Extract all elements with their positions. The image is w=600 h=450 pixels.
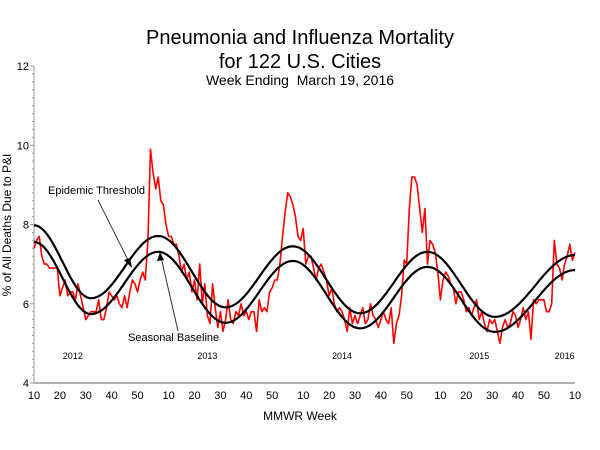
baseline-annotation: Seasonal Baseline <box>128 332 219 344</box>
y-tick-label: 10 <box>17 140 29 152</box>
year-label: 2016 <box>555 351 575 361</box>
y-tick-label: 6 <box>23 299 29 311</box>
threshold-arrow <box>97 199 131 265</box>
chart-title-line2: for 122 U.S. Cities <box>219 51 381 73</box>
y-tick-label: 12 <box>17 61 29 73</box>
x-tick-label: 50 <box>266 390 278 402</box>
y-axis-label: % of All Deaths Due to P&I <box>0 154 14 297</box>
x-tick-label: 40 <box>106 390 118 402</box>
series-lines <box>33 148 576 345</box>
x-tick-label: 30 <box>486 390 498 402</box>
year-label: 2014 <box>332 351 352 361</box>
x-tick-label: 20 <box>460 390 472 402</box>
y-tick-label: 8 <box>23 220 29 232</box>
x-tick-label: 10 <box>162 390 174 402</box>
baseline-arrow <box>160 256 179 332</box>
seasonal-baseline-line <box>33 240 575 334</box>
year-label: 2013 <box>197 351 217 361</box>
x-tick-label: 50 <box>401 390 413 402</box>
x-tick-label: 10 <box>569 390 581 402</box>
baseline-arrowhead <box>157 252 164 261</box>
x-tick-label: 20 <box>54 390 66 402</box>
x-axis-label: MMWR Week <box>263 409 338 423</box>
x-tick-label: 20 <box>323 390 335 402</box>
x-tick-label: 10 <box>297 390 309 402</box>
x-tick-label: 40 <box>240 390 252 402</box>
x-tick-label: 10 <box>28 390 40 402</box>
x-tick-label: 10 <box>434 390 446 402</box>
threshold-annotation: Epidemic Threshold <box>48 185 145 197</box>
x-tick-label: 50 <box>131 390 143 402</box>
threshold-arrowhead <box>124 258 132 268</box>
x-tick-label: 30 <box>214 390 226 402</box>
annotations: Epidemic Threshold Seasonal Baseline <box>48 185 219 344</box>
x-tick-label: 30 <box>349 390 361 402</box>
x-tick-label: 30 <box>80 390 92 402</box>
chart-title: Pneumonia and Influenza Mortality <box>146 27 454 49</box>
x-tick-label: 40 <box>512 390 524 402</box>
x-tick-label: 50 <box>538 390 550 402</box>
x-tick-label: 20 <box>188 390 200 402</box>
pi-mortality-line <box>33 148 576 345</box>
epidemic-threshold-line <box>33 224 576 318</box>
x-tick-label: 40 <box>375 390 387 402</box>
year-label: 2015 <box>469 351 489 361</box>
year-label: 2012 <box>63 351 83 361</box>
y-tick-label: 4 <box>23 378 29 390</box>
axes: 4 6 8 10 12 10 20 30 40 50 2012 10 20 30 40 50 2013 10 20 3… <box>17 61 581 402</box>
chart-subtitle: Week Ending March 19, 2016 <box>206 72 394 88</box>
